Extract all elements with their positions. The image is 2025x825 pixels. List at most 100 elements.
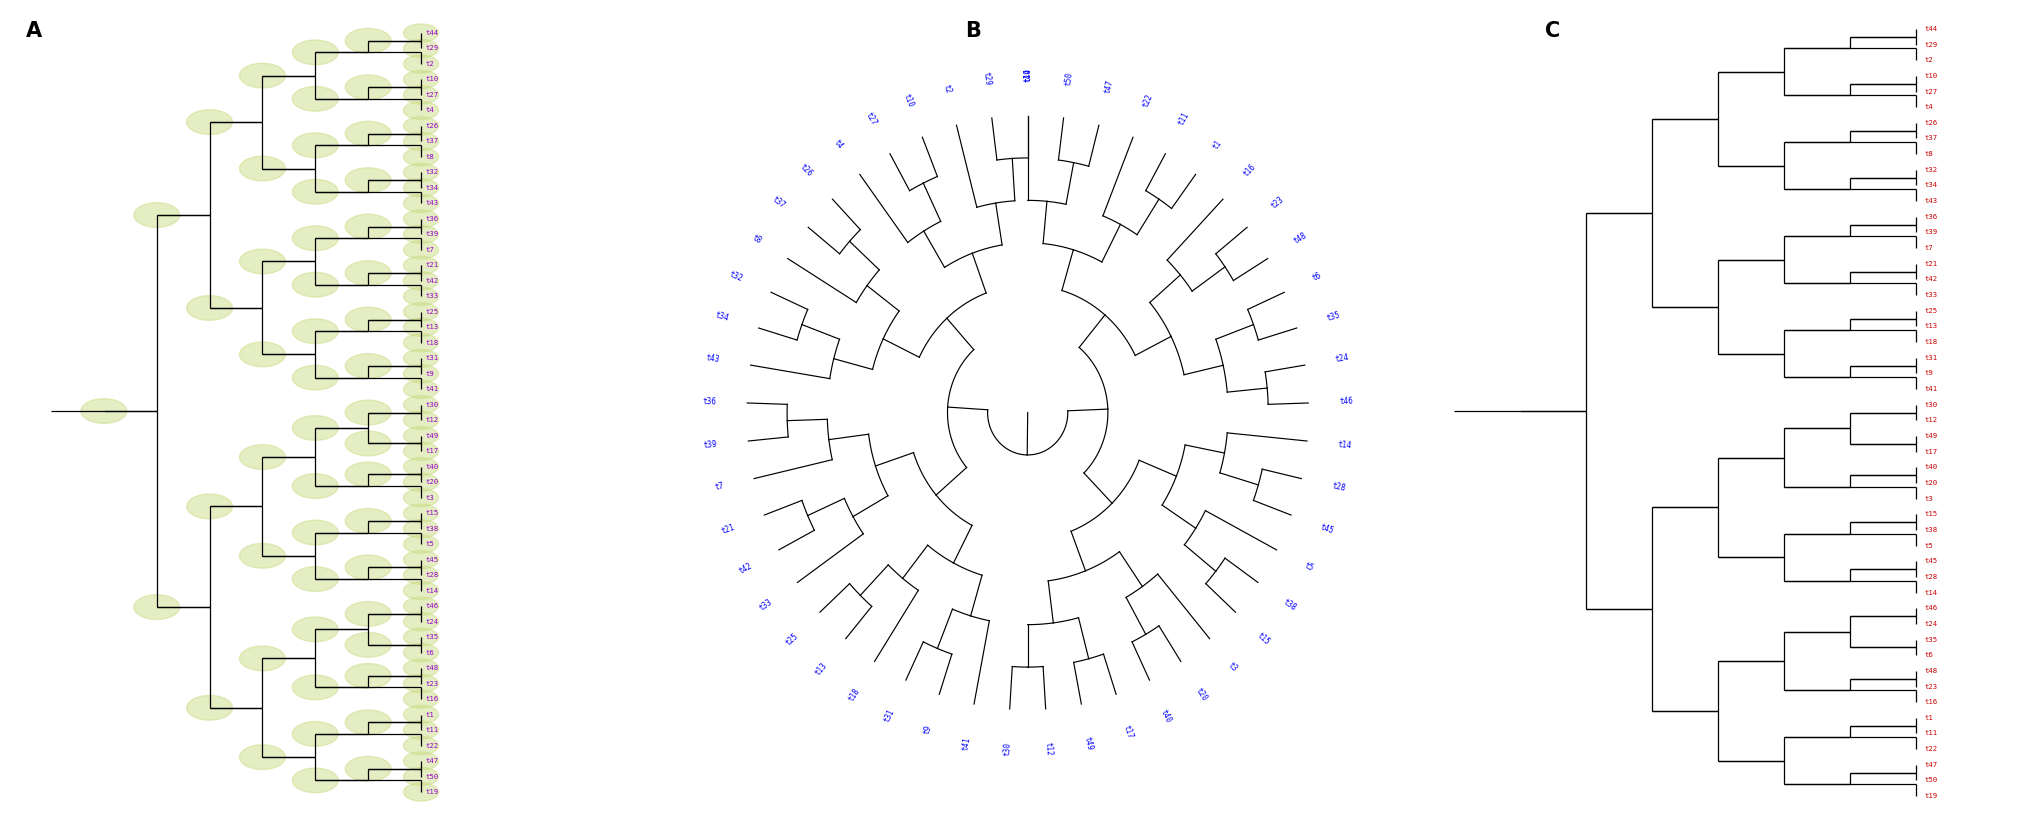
Text: t21: t21 <box>721 522 737 535</box>
Ellipse shape <box>403 690 439 708</box>
Ellipse shape <box>403 117 439 135</box>
Text: t15: t15 <box>1256 631 1272 647</box>
Text: t12: t12 <box>1924 417 1938 423</box>
Text: t29: t29 <box>425 45 439 51</box>
Text: t37: t37 <box>1924 135 1938 141</box>
Ellipse shape <box>403 303 439 321</box>
Ellipse shape <box>403 721 439 739</box>
Text: t40: t40 <box>1158 708 1172 724</box>
Text: t33: t33 <box>757 597 774 613</box>
Text: t38: t38 <box>425 526 439 531</box>
Text: t50: t50 <box>425 774 439 780</box>
Text: t34: t34 <box>425 185 439 191</box>
Text: t14: t14 <box>425 587 439 594</box>
Text: t38: t38 <box>1282 597 1298 613</box>
Text: t11: t11 <box>425 727 439 733</box>
Text: t27: t27 <box>1924 88 1938 95</box>
Ellipse shape <box>403 24 439 42</box>
Ellipse shape <box>403 210 439 228</box>
Ellipse shape <box>403 767 439 785</box>
Ellipse shape <box>292 272 338 297</box>
Ellipse shape <box>292 474 338 498</box>
Text: t42: t42 <box>425 278 439 284</box>
Ellipse shape <box>292 416 338 441</box>
Ellipse shape <box>344 75 391 100</box>
Text: t17: t17 <box>1924 449 1938 455</box>
Text: t30: t30 <box>1924 402 1938 408</box>
Text: t38: t38 <box>1924 527 1938 533</box>
Text: t41: t41 <box>1924 386 1938 392</box>
Ellipse shape <box>403 659 439 677</box>
Ellipse shape <box>403 752 439 770</box>
Ellipse shape <box>403 349 439 367</box>
Ellipse shape <box>344 663 391 688</box>
Ellipse shape <box>344 214 391 239</box>
Text: t6: t6 <box>1310 271 1322 283</box>
Text: t41: t41 <box>962 736 972 751</box>
Text: t11: t11 <box>1177 111 1191 127</box>
Text: t6: t6 <box>425 649 433 656</box>
Text: t14: t14 <box>1339 440 1353 450</box>
Text: t1: t1 <box>425 711 433 718</box>
Text: t30: t30 <box>1002 742 1012 756</box>
Text: t26: t26 <box>798 163 814 178</box>
Text: t23: t23 <box>1924 684 1938 690</box>
Text: t39: t39 <box>425 231 439 238</box>
Ellipse shape <box>403 582 439 600</box>
Ellipse shape <box>403 195 439 213</box>
Ellipse shape <box>403 566 439 584</box>
Text: t42: t42 <box>1924 276 1938 282</box>
Text: t25: t25 <box>784 631 800 647</box>
Ellipse shape <box>292 318 338 343</box>
Text: t19: t19 <box>425 789 439 795</box>
Ellipse shape <box>403 473 439 491</box>
Ellipse shape <box>292 226 338 251</box>
Ellipse shape <box>344 555 391 580</box>
Text: t13: t13 <box>425 324 439 330</box>
Ellipse shape <box>403 257 439 275</box>
Text: B: B <box>966 21 982 40</box>
Ellipse shape <box>403 55 439 73</box>
Text: t17: t17 <box>425 448 439 455</box>
Text: t40: t40 <box>425 464 439 469</box>
Ellipse shape <box>403 334 439 352</box>
Text: t33: t33 <box>1924 292 1938 298</box>
Ellipse shape <box>403 520 439 538</box>
Ellipse shape <box>292 521 338 545</box>
Ellipse shape <box>403 318 439 337</box>
Text: t43: t43 <box>425 200 439 206</box>
Ellipse shape <box>134 595 180 620</box>
Text: t18: t18 <box>846 686 861 703</box>
Text: t1: t1 <box>1211 138 1223 151</box>
Text: t16: t16 <box>425 696 439 702</box>
Ellipse shape <box>344 633 391 658</box>
Ellipse shape <box>403 241 439 259</box>
Text: t47: t47 <box>1924 761 1938 768</box>
Ellipse shape <box>292 179 338 204</box>
Text: t12: t12 <box>1043 742 1053 756</box>
Ellipse shape <box>292 768 338 793</box>
Text: t17: t17 <box>1122 724 1134 740</box>
Ellipse shape <box>403 644 439 662</box>
Text: t11: t11 <box>1924 730 1938 737</box>
Text: t30: t30 <box>425 402 439 408</box>
Text: t46: t46 <box>425 603 439 609</box>
Text: t5: t5 <box>1302 561 1314 573</box>
Text: t19: t19 <box>1023 68 1033 83</box>
Ellipse shape <box>239 342 286 367</box>
Text: t9: t9 <box>1924 370 1934 376</box>
Text: t19: t19 <box>1924 793 1938 799</box>
Text: t34: t34 <box>715 310 729 323</box>
Text: t35: t35 <box>425 634 439 640</box>
Ellipse shape <box>403 179 439 197</box>
Text: t32: t32 <box>729 269 745 283</box>
Ellipse shape <box>403 271 439 290</box>
Text: t28: t28 <box>425 573 439 578</box>
Ellipse shape <box>403 783 439 801</box>
Text: t9: t9 <box>425 370 433 377</box>
Text: t49: t49 <box>1924 433 1938 439</box>
Text: t18: t18 <box>1924 339 1938 345</box>
Ellipse shape <box>403 504 439 522</box>
Ellipse shape <box>239 156 286 181</box>
Text: t3: t3 <box>1924 496 1934 502</box>
